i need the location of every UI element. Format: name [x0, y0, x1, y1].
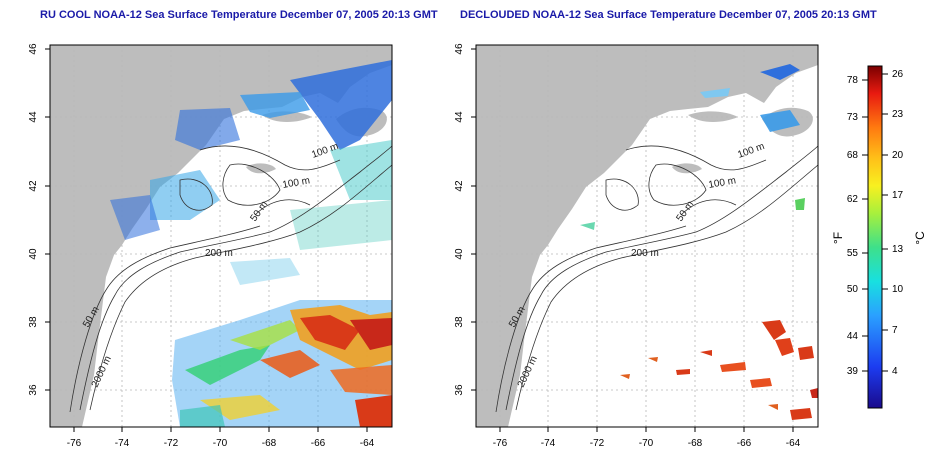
fahrenheit-ticks: 78 73 68 62 55 50 44 39 [847, 75, 859, 377]
c-tick: 4 [892, 366, 898, 377]
lat-tick: 44 [454, 111, 465, 123]
left-map-panel: 100 m 100 m 50 m 200 m 50 m 2000 m -76 -… [28, 43, 393, 449]
sst-cool-patches [110, 60, 392, 250]
lon-tick: -70 [213, 438, 228, 449]
lat-tick: 46 [28, 43, 39, 55]
lat-tick-labels: 36 38 40 42 44 46 [28, 43, 39, 396]
sst-warm-patches [172, 258, 392, 427]
lat-tick-labels: 36 38 40 42 44 46 [454, 43, 465, 396]
c-tick: 23 [892, 109, 904, 120]
temperature-colorbar: 78 73 68 62 55 50 44 39 26 23 20 17 13 1… [831, 65, 927, 409]
contour-label: 200 m [205, 248, 233, 259]
left-panel-title: RU COOL NOAA-12 Sea Surface Temperature … [40, 9, 438, 21]
lat-tick: 36 [28, 384, 39, 396]
lon-tick: -74 [115, 438, 130, 449]
lon-tick: -68 [262, 438, 277, 449]
lon-tick: -68 [688, 438, 703, 449]
lat-tick: 44 [28, 111, 39, 123]
bathymetry-contours [69, 145, 392, 413]
lon-tick: -64 [360, 438, 375, 449]
grid-lines [476, 45, 818, 427]
colorbar-gradient [867, 65, 883, 409]
lon-tick-labels: -76 -74 -72 -70 -68 -66 -64 [67, 438, 375, 449]
lat-tick: 42 [28, 180, 39, 192]
lat-tick: 36 [454, 384, 465, 396]
lat-tick: 40 [454, 248, 465, 260]
map-frame [49, 44, 393, 428]
f-tick: 39 [847, 366, 859, 377]
c-tick: 20 [892, 150, 904, 161]
c-tick: 13 [892, 244, 904, 255]
lat-tick: 42 [454, 180, 465, 192]
right-map-panel: 100 m 100 m 50 m 200 m 50 m 2000 m -76 -… [454, 43, 819, 449]
fahrenheit-label: °F [831, 232, 845, 244]
lon-tick: -72 [164, 438, 179, 449]
f-tick: 50 [847, 284, 859, 295]
lon-tick: -70 [639, 438, 654, 449]
sst-warm-patches [620, 320, 818, 420]
f-tick: 68 [847, 150, 859, 161]
c-tick: 10 [892, 284, 904, 295]
c-tick: 26 [892, 69, 904, 80]
f-tick: 73 [847, 112, 859, 123]
c-tick: 7 [892, 325, 898, 336]
lat-tick: 38 [454, 316, 465, 328]
bathymetry-contours [495, 145, 818, 413]
lon-tick-labels: -76 -74 -72 -70 -68 -66 -64 [493, 438, 801, 449]
lon-tick: -64 [786, 438, 801, 449]
contour-label: 100 m [708, 175, 737, 191]
celsius-ticks: 26 23 20 17 13 10 7 4 [892, 69, 904, 377]
lat-tick: 40 [28, 248, 39, 260]
contour-label: 200 m [631, 248, 659, 259]
f-tick: 55 [847, 248, 859, 259]
map-frame [475, 44, 819, 428]
right-panel-title: DECLOUDED NOAA-12 Sea Surface Temperatur… [460, 9, 877, 21]
lon-tick: -76 [493, 438, 508, 449]
lon-tick: -76 [67, 438, 82, 449]
lon-tick: -74 [541, 438, 556, 449]
lat-tick: 46 [454, 43, 465, 55]
lon-tick: -72 [590, 438, 605, 449]
sst-cool-patches [580, 64, 805, 230]
lat-tick: 38 [28, 316, 39, 328]
c-tick: 17 [892, 190, 904, 201]
f-tick: 44 [847, 331, 859, 342]
lon-tick: -66 [311, 438, 326, 449]
f-tick: 78 [847, 75, 859, 86]
f-tick: 62 [847, 194, 859, 205]
contour-label: 100 m [282, 175, 311, 191]
lon-tick: -66 [737, 438, 752, 449]
celsius-label: °C [913, 231, 927, 245]
